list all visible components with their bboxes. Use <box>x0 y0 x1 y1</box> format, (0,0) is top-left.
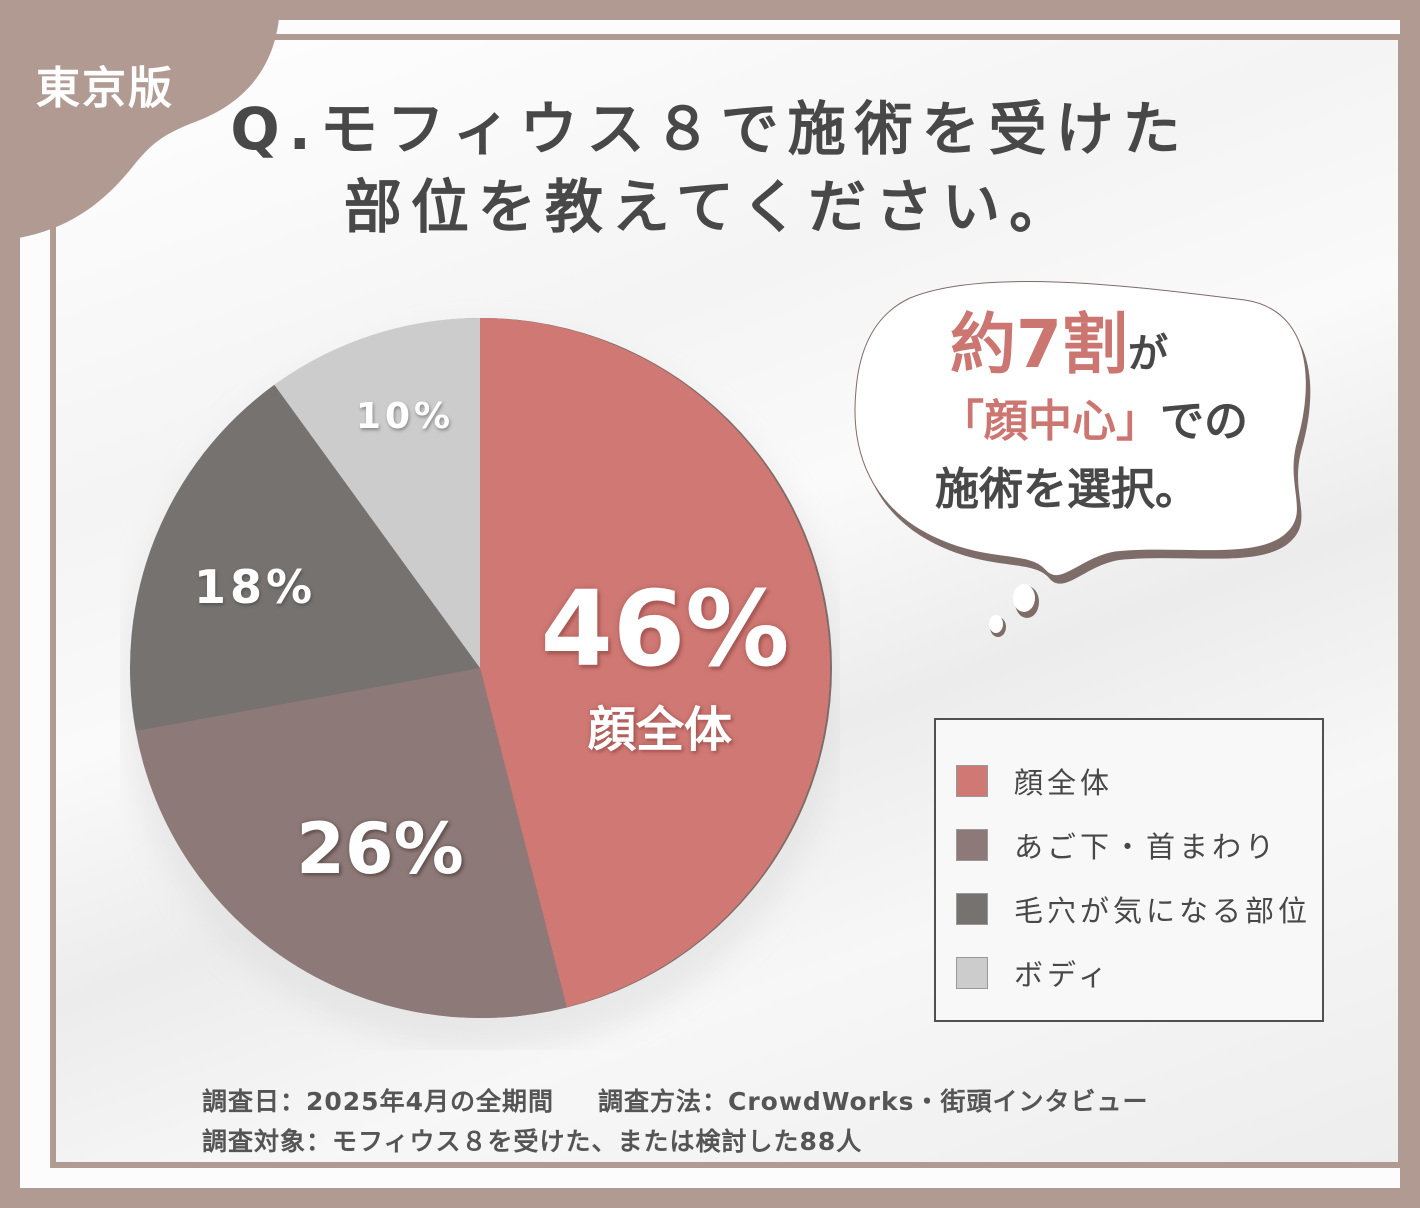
corner-blob <box>0 0 280 242</box>
slice-body <box>274 318 480 668</box>
region-badge: 東京版 <box>36 63 174 114</box>
label-jaw-pct: 26% <box>296 808 464 890</box>
pie-chart <box>122 318 840 1050</box>
slice-pores <box>129 384 480 731</box>
legend-swatch <box>956 893 988 925</box>
slice-jaw <box>135 668 567 1019</box>
page-title-line1: Q.モフィウス８で施術を受けた <box>230 95 1190 163</box>
callout-line1: 約7割が <box>950 306 1168 383</box>
callout-line3: 施術を選択。 <box>935 464 1199 515</box>
callout-line2: 「顔中心」での <box>940 396 1248 447</box>
legend-swatch <box>956 765 988 797</box>
chart-legend: 顔全体 あご下・首まわり 毛穴が気になる部位 ボディ <box>934 718 1324 1022</box>
page-title-line2: 部位を教えてください。 <box>343 173 1077 241</box>
survey-info-line1: 調査日：2025年4月の全期間 調査方法：CrowdWorks・街頭インタビュー <box>202 1082 1149 1118</box>
thought-bubble <box>854 280 1311 637</box>
legend-item-body: ボディ <box>956 952 1111 994</box>
callout-accent-ratio: 約7割 <box>950 306 1128 383</box>
legend-swatch <box>956 829 988 861</box>
survey-date: 調査日：2025年4月の全期間 <box>202 1087 554 1116</box>
legend-swatch <box>956 957 988 989</box>
slice-face <box>480 318 831 1008</box>
callout-accent-face: 「顔中心」 <box>940 396 1160 447</box>
legend-item-pores: 毛穴が気になる部位 <box>956 888 1311 930</box>
survey-method: 調査方法：CrowdWorks・街頭インタビュー <box>597 1087 1149 1116</box>
label-body-pct: 10% <box>355 396 455 437</box>
survey-target: 調査対象：モフィウス８を受けた、または検討した88人 <box>202 1127 863 1156</box>
label-pores-pct: 18% <box>193 560 317 614</box>
label-face-name: 顔全体 <box>587 702 732 758</box>
legend-item-jaw: あご下・首まわり <box>956 824 1278 866</box>
legend-item-face: 顔全体 <box>956 760 1113 802</box>
label-face-pct: 46% <box>540 568 790 690</box>
